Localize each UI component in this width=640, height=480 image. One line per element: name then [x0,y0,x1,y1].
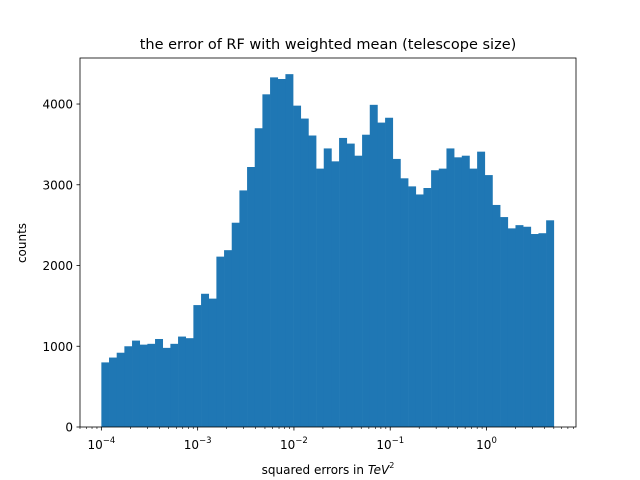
y-tick-label: 3000 [42,178,73,192]
histogram-bar [507,228,516,427]
histogram-bar [546,220,555,427]
histogram-bar [431,170,440,428]
histogram-bar [216,256,225,427]
histogram-bar [224,250,233,427]
x-axis-label: squared errors in TeV2 [262,461,395,477]
histogram-bar [239,190,248,427]
x-tick-label: 100 [476,436,497,452]
histogram-bar [377,122,386,427]
histogram-bars [101,74,555,428]
histogram-bar [247,167,256,427]
histogram-bar [147,343,156,427]
histogram-bar [101,362,110,427]
histogram-bar [285,74,294,428]
histogram-bar [208,298,217,427]
histogram-bar [354,155,363,427]
chart-title: the error of RF with weighted mean (tele… [140,37,517,53]
y-axis-label: counts [15,223,29,263]
histogram-bar [446,148,455,427]
histogram-bar [515,225,524,427]
histogram-bar [523,226,532,427]
histogram-bar [139,344,148,427]
histogram-bar [270,77,279,427]
histogram-bar [109,357,117,427]
x-axis-ticks: 10−4 10−3 10−2 10−1 100 [79,427,574,452]
histogram-bar [254,128,263,427]
x-tick-label: 10−3 [184,436,212,452]
histogram-bar [469,168,478,427]
histogram-bar [162,347,171,427]
y-tick-label: 0 [65,421,73,435]
x-tick-label: 10−4 [87,436,115,452]
histogram-bar [423,188,432,427]
histogram-bar [500,217,509,427]
histogram-bar [339,137,348,427]
y-tick-label: 4000 [42,98,73,112]
histogram-bar [231,222,240,427]
histogram-bar [155,338,164,427]
histogram-bar [331,161,340,427]
histogram-bar [362,134,371,427]
histogram-bar [132,340,141,427]
histogram-bar [400,178,409,427]
x-tick-label: 10−2 [280,436,308,452]
histogram-bar [193,305,202,427]
x-tick-label: 10−1 [376,436,404,452]
histogram-bar [438,168,447,427]
histogram-bar [170,343,179,427]
histogram-bar [116,352,125,427]
histogram-bar [300,118,309,427]
histogram-bar [369,104,378,427]
histogram-bar [316,168,325,427]
histogram-bar [201,293,210,427]
plot-frame [79,57,577,428]
histogram-bar [492,204,501,427]
histogram-bar [124,346,133,427]
histogram-bar [178,336,187,427]
histogram-bar [530,234,539,427]
histogram-bar [408,186,417,427]
y-tick-label: 1000 [42,340,73,354]
histogram-bar [385,117,394,427]
histogram-bar [346,143,355,427]
histogram-bar [415,194,424,427]
histogram-bar [323,148,332,427]
histogram-bar [477,151,486,427]
histogram-bar [538,233,547,427]
histogram-bar [454,157,463,427]
y-tick-label: 2000 [42,259,73,273]
histogram-bar [293,105,302,427]
histogram-bar [308,135,317,427]
histogram-bar [392,158,401,427]
histogram-bar [262,94,271,427]
histogram-bar [277,78,286,428]
y-axis-ticks: 0 1000 2000 3000 4000 [42,98,80,435]
histogram-bar [185,338,194,427]
histogram-bar [484,175,493,427]
histogram-bar [461,155,470,427]
